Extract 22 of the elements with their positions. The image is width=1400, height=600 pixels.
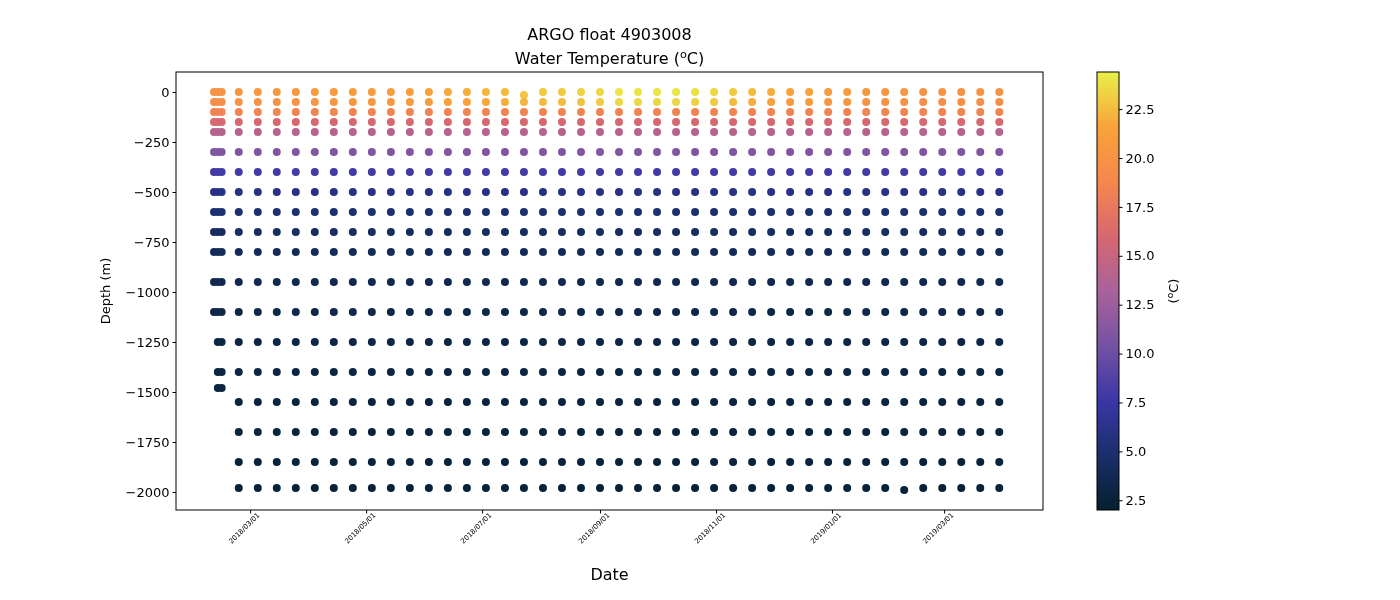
- y-tick-label: −1500: [125, 384, 170, 400]
- y-tick-label: −250: [133, 134, 170, 150]
- x-axis-title: Date: [590, 565, 629, 584]
- chart-title: ARGO float 4903008: [527, 25, 692, 44]
- color-bar-label: 20.0: [1125, 150, 1155, 166]
- color-bar-label: 17.5: [1125, 199, 1155, 215]
- y-tick-label: −2000: [125, 484, 170, 500]
- y-tick-label: −1250: [125, 334, 170, 350]
- y-tick-label: −1000: [125, 284, 170, 300]
- color-bar-label: 2.5: [1125, 492, 1147, 508]
- color-bar-label: 7.5: [1125, 395, 1147, 411]
- color-bar-label: 12.5: [1125, 297, 1155, 313]
- color-bar-label: 5.0: [1125, 444, 1147, 459]
- color-bar-label: 15.0: [1125, 248, 1155, 264]
- y-axis-title: Depth (m): [98, 257, 113, 325]
- y-tick-label: 0: [161, 84, 170, 100]
- y-tick-label: −1750: [125, 434, 170, 450]
- color-bar-label: 22.5: [1125, 101, 1155, 117]
- chart-subtitle: Water Temperature ($^{o}$C): [514, 47, 705, 68]
- color-bar-label: 10.0: [1125, 346, 1155, 362]
- y-tick-label: −500: [133, 184, 170, 200]
- y-tick-label: −750: [133, 234, 170, 250]
